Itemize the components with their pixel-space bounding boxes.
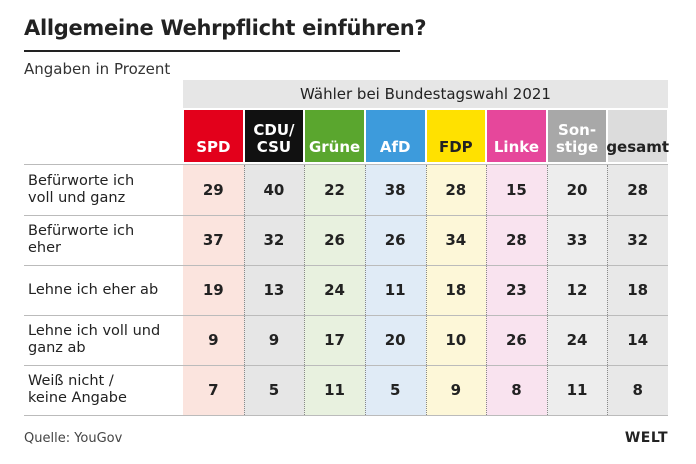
- row-label: Lehne ich voll und ganz ab: [28, 323, 161, 356]
- value-cell: 11: [364, 265, 426, 315]
- column-header: Son- stige: [547, 110, 607, 162]
- row-label: Befürworte ich eher: [28, 223, 135, 256]
- column-header: FDP: [426, 110, 486, 162]
- column-divider: [607, 165, 609, 415]
- value-cell: 20: [364, 315, 426, 365]
- column-divider: [486, 165, 488, 415]
- value-cell: 33: [546, 215, 608, 265]
- row-divider: [24, 415, 668, 416]
- source: Quelle: YouGov: [24, 431, 123, 446]
- value-cell: 26: [304, 215, 365, 265]
- value-cell: 26: [364, 215, 426, 265]
- value-cell: 24: [546, 315, 608, 365]
- row-label: Lehne ich eher ab: [28, 281, 159, 298]
- row-divider: [24, 265, 668, 266]
- column-header: Linke: [487, 110, 546, 162]
- value-cell: 32: [607, 215, 668, 265]
- column-header: gesamt: [606, 110, 669, 162]
- value-cell: 20: [546, 165, 608, 215]
- row-divider: [24, 315, 668, 316]
- value-cell: 15: [486, 165, 547, 215]
- group-header: Wähler bei Bundestagswahl 2021: [183, 80, 668, 108]
- column-header: SPD: [184, 110, 243, 162]
- value-cell: 9: [183, 315, 244, 365]
- column-header: CDU/ CSU: [244, 110, 304, 162]
- value-cell: 28: [607, 165, 668, 215]
- value-cell: 34: [425, 215, 487, 265]
- value-cell: 13: [243, 265, 305, 315]
- value-cell: 29: [183, 165, 244, 215]
- value-cell: 28: [425, 165, 487, 215]
- value-cell: 37: [183, 215, 244, 265]
- row-divider: [24, 164, 668, 165]
- value-cell: 11: [304, 365, 365, 415]
- column-divider: [304, 165, 306, 415]
- column-divider: [364, 165, 366, 415]
- row-label: Befürworte ich voll und ganz: [28, 173, 135, 206]
- value-cell: 7: [183, 365, 244, 415]
- value-cell: 5: [243, 365, 305, 415]
- column-divider: [546, 165, 548, 415]
- row-divider: [24, 365, 668, 366]
- value-cell: 22: [304, 165, 365, 215]
- value-cell: 26: [486, 315, 547, 365]
- value-cell: 9: [425, 365, 487, 415]
- value-cell: 8: [486, 365, 547, 415]
- value-cell: 32: [243, 215, 305, 265]
- value-cell: 11: [546, 365, 608, 415]
- value-cell: 24: [304, 265, 365, 315]
- title: Allgemeine Wehrpflicht einführen?: [24, 16, 427, 40]
- value-cell: 14: [607, 315, 668, 365]
- value-cell: 10: [425, 315, 487, 365]
- value-cell: 23: [486, 265, 547, 315]
- value-cell: 8: [607, 365, 668, 415]
- title-rule: [24, 50, 400, 52]
- value-cell: 12: [546, 265, 608, 315]
- column-divider: [243, 165, 245, 415]
- value-cell: 17: [304, 315, 365, 365]
- column-divider: [425, 165, 427, 415]
- value-cell: 18: [425, 265, 487, 315]
- value-cell: 28: [486, 215, 547, 265]
- column-header: AfD: [365, 110, 425, 162]
- value-cell: 18: [607, 265, 668, 315]
- row-label: Weiß nicht / keine Angabe: [28, 373, 127, 406]
- value-cell: 5: [364, 365, 426, 415]
- value-cell: 19: [183, 265, 244, 315]
- value-cell: 38: [364, 165, 426, 215]
- value-cell: 9: [243, 315, 305, 365]
- column-header: Grüne: [305, 110, 364, 162]
- subtitle: Angaben in Prozent: [24, 60, 171, 78]
- brand: WELT: [624, 430, 668, 446]
- value-cell: 40: [243, 165, 305, 215]
- row-divider: [24, 215, 668, 216]
